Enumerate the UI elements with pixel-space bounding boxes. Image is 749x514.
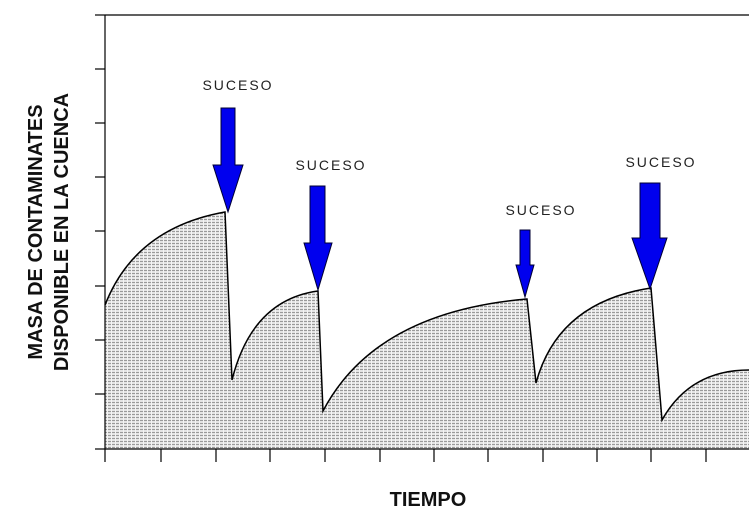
- event-label: SUCESO: [295, 157, 366, 173]
- event-label: SUCESO: [505, 202, 576, 218]
- event-arrows: [212, 107, 668, 299]
- x-axis-label: TIEMPO: [390, 489, 467, 511]
- mass-curve: [104, 211, 749, 423]
- y-axis-label: DISPONIBLE EN LA CUENCA: [51, 93, 73, 371]
- y-axis-label: MASA DE CONTAMINATES: [25, 104, 47, 359]
- event-label: SUCESO: [202, 77, 273, 93]
- event-label: SUCESO: [625, 154, 696, 170]
- mass-area: [105, 212, 749, 449]
- axes: [95, 14, 749, 462]
